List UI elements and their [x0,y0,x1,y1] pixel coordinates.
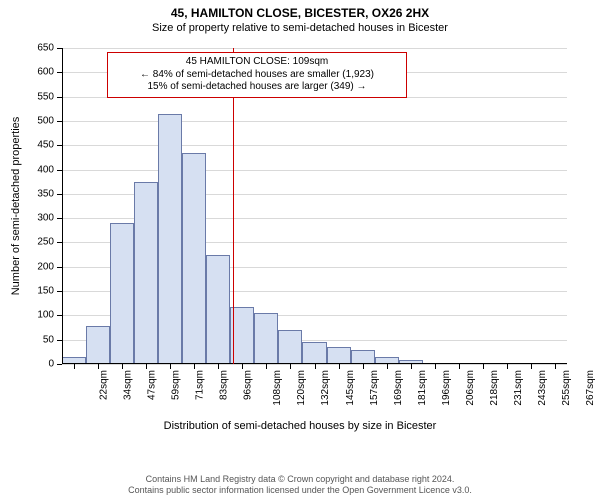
x-tick-mark [146,364,147,369]
x-tick-mark [507,364,508,369]
x-tick-mark [218,364,219,369]
histogram-bar [278,330,302,364]
page-subtitle: Size of property relative to semi-detach… [0,22,600,34]
x-tick-label: 34sqm [123,370,134,400]
x-tick-label: 83sqm [219,370,230,400]
grid-line [62,145,567,146]
x-tick-label: 47sqm [147,370,158,400]
x-tick-mark [194,364,195,369]
x-tick-mark [266,364,267,369]
x-axis-line [62,363,567,364]
x-tick-mark [290,364,291,369]
x-tick-label: 243sqm [537,370,548,406]
grid-line [62,48,567,49]
x-tick-label: 196sqm [441,370,452,406]
histogram-bar [206,255,230,364]
annotation-box: 45 HAMILTON CLOSE: 109sqm← 84% of semi-d… [107,52,407,98]
annotation-line-2: ← 84% of semi-detached houses are smalle… [111,69,403,82]
x-tick-mark [315,364,316,369]
histogram-bar [158,114,182,364]
y-tick-label: 50 [43,334,54,345]
annotation-line-3: 15% of semi-detached houses are larger (… [111,81,403,94]
x-tick-label: 255sqm [561,370,572,406]
histogram-bar [351,350,375,364]
y-axis-label: Number of semi-detached properties [10,48,22,364]
histogram-bar [327,347,351,364]
histogram-bar [230,307,254,364]
y-tick-label: 500 [37,115,54,126]
x-tick-mark [170,364,171,369]
histogram-bar [134,182,158,364]
y-tick-label: 450 [37,140,54,151]
x-tick-mark [387,364,388,369]
y-tick-label: 650 [37,43,54,54]
page-title: 45, HAMILTON CLOSE, BICESTER, OX26 2HX [0,6,600,20]
x-tick-mark [411,364,412,369]
y-tick-label: 250 [37,237,54,248]
histogram-bar [302,342,326,364]
x-tick-mark [242,364,243,369]
y-tick-label: 0 [48,359,54,370]
x-tick-label: 132sqm [321,370,332,406]
y-axis-line [62,48,63,364]
y-tick-label: 100 [37,310,54,321]
histogram-bar [86,326,110,364]
x-tick-label: 145sqm [345,370,356,406]
x-tick-label: 22sqm [99,370,110,400]
x-tick-mark [483,364,484,369]
histogram-bar [110,223,134,364]
y-tick-label: 350 [37,188,54,199]
footer: Contains HM Land Registry data © Crown c… [0,474,600,497]
histogram-bar [182,153,206,364]
x-tick-label: 59sqm [171,370,182,400]
x-tick-label: 231sqm [513,370,524,406]
y-tick-label: 600 [37,67,54,78]
x-tick-label: 169sqm [393,370,404,406]
x-tick-label: 181sqm [417,370,428,406]
x-tick-label: 120sqm [296,370,307,406]
annotation-line-1: 45 HAMILTON CLOSE: 109sqm [111,56,403,69]
footer-line-2: Contains public sector information licen… [0,485,600,496]
x-tick-mark [74,364,75,369]
x-tick-mark [555,364,556,369]
y-tick-label: 150 [37,286,54,297]
histogram-bar [254,313,278,364]
x-tick-label: 96sqm [243,370,254,400]
x-axis-caption: Distribution of semi-detached houses by … [0,420,600,432]
x-tick-mark [339,364,340,369]
footer-line-1: Contains HM Land Registry data © Crown c… [0,474,600,485]
y-tick-label: 300 [37,213,54,224]
y-tick-label: 200 [37,261,54,272]
x-tick-mark [363,364,364,369]
figure: { "title": "45, HAMILTON CLOSE, BICESTER… [0,0,600,500]
x-tick-mark [98,364,99,369]
grid-line [62,121,567,122]
x-tick-label: 218sqm [489,370,500,406]
x-tick-label: 108sqm [272,370,283,406]
y-tick-label: 550 [37,91,54,102]
x-tick-label: 157sqm [369,370,380,406]
y-tick-label: 400 [37,164,54,175]
x-tick-label: 71sqm [195,370,206,400]
x-tick-label: 206sqm [465,370,476,406]
y-tick-mark [57,364,62,365]
x-tick-label: 267sqm [585,370,596,406]
x-tick-mark [122,364,123,369]
grid-line [62,170,567,171]
x-tick-mark [531,364,532,369]
x-tick-mark [459,364,460,369]
x-tick-mark [435,364,436,369]
